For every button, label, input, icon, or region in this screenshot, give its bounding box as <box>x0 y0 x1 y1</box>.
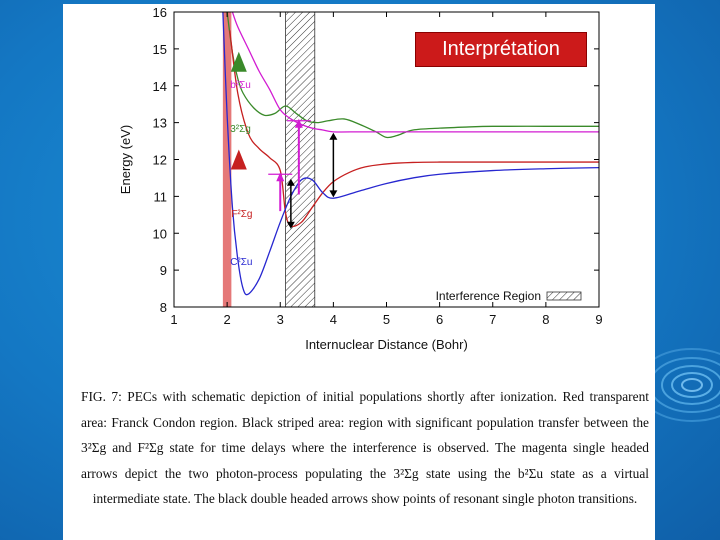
double-arrowhead-low-1 <box>329 190 338 198</box>
figure-caption: FIG. 7: PECs with schematic depiction of… <box>81 389 649 506</box>
y-tick-label-8: 16 <box>153 5 167 20</box>
x-tick-label-1: 2 <box>224 312 231 327</box>
magenta-arrowhead-1 <box>276 172 285 182</box>
figure-panel: 3²Σg b²Σu F²Σg C²Σu 1 2 3 4 5 6 7 8 9 8 9 10 11 12 13 14 15 1… <box>63 4 655 540</box>
y-tick-label-4: 12 <box>153 153 167 168</box>
double-arrowhead-high-0 <box>286 178 295 186</box>
double-arrowhead-high-1 <box>329 132 338 140</box>
y-axis-label: Energy (eV) <box>118 125 133 194</box>
x-tick-label-0: 1 <box>170 312 177 327</box>
curve-label-2: F²Σg <box>231 209 252 220</box>
y-tick-label-1: 9 <box>160 263 167 278</box>
curve-label-0: 3²Σg <box>230 124 251 135</box>
interference-region <box>285 11 316 308</box>
x-tick-label-7: 8 <box>542 312 549 327</box>
y-tick-label-0: 8 <box>160 300 167 315</box>
x-tick-label-5: 6 <box>436 312 443 327</box>
population-triangle-0 <box>230 51 247 72</box>
interpretation-title: Interprétation <box>415 32 587 67</box>
x-tick-label-6: 7 <box>489 312 496 327</box>
y-tick-label-2: 10 <box>153 226 167 241</box>
legend-label: Interference Region <box>436 289 541 303</box>
curve-label-3: C²Σu <box>230 257 252 268</box>
curve-label-1: b²Σu <box>230 80 251 91</box>
double-arrowhead-low-0 <box>286 221 295 229</box>
y-tick-label-5: 13 <box>153 116 167 131</box>
x-axis-label: Internuclear Distance (Bohr) <box>305 337 468 352</box>
y-tick-label-6: 14 <box>153 79 167 94</box>
y-tick-label-3: 11 <box>154 189 168 204</box>
legend-swatch <box>546 291 582 301</box>
x-tick-label-2: 3 <box>277 312 284 327</box>
series-line-1 <box>231 12 599 133</box>
franck-condon-region <box>222 12 232 307</box>
series-line-2 <box>229 30 599 228</box>
x-tick-label-8: 9 <box>595 312 602 327</box>
x-tick-label-4: 5 <box>383 312 390 327</box>
series-line-0 <box>226 12 599 139</box>
magenta-arrowhead-0 <box>294 118 303 128</box>
x-tick-label-3: 4 <box>330 312 337 327</box>
population-triangle-1 <box>230 149 247 170</box>
y-tick-label-7: 15 <box>153 42 167 57</box>
